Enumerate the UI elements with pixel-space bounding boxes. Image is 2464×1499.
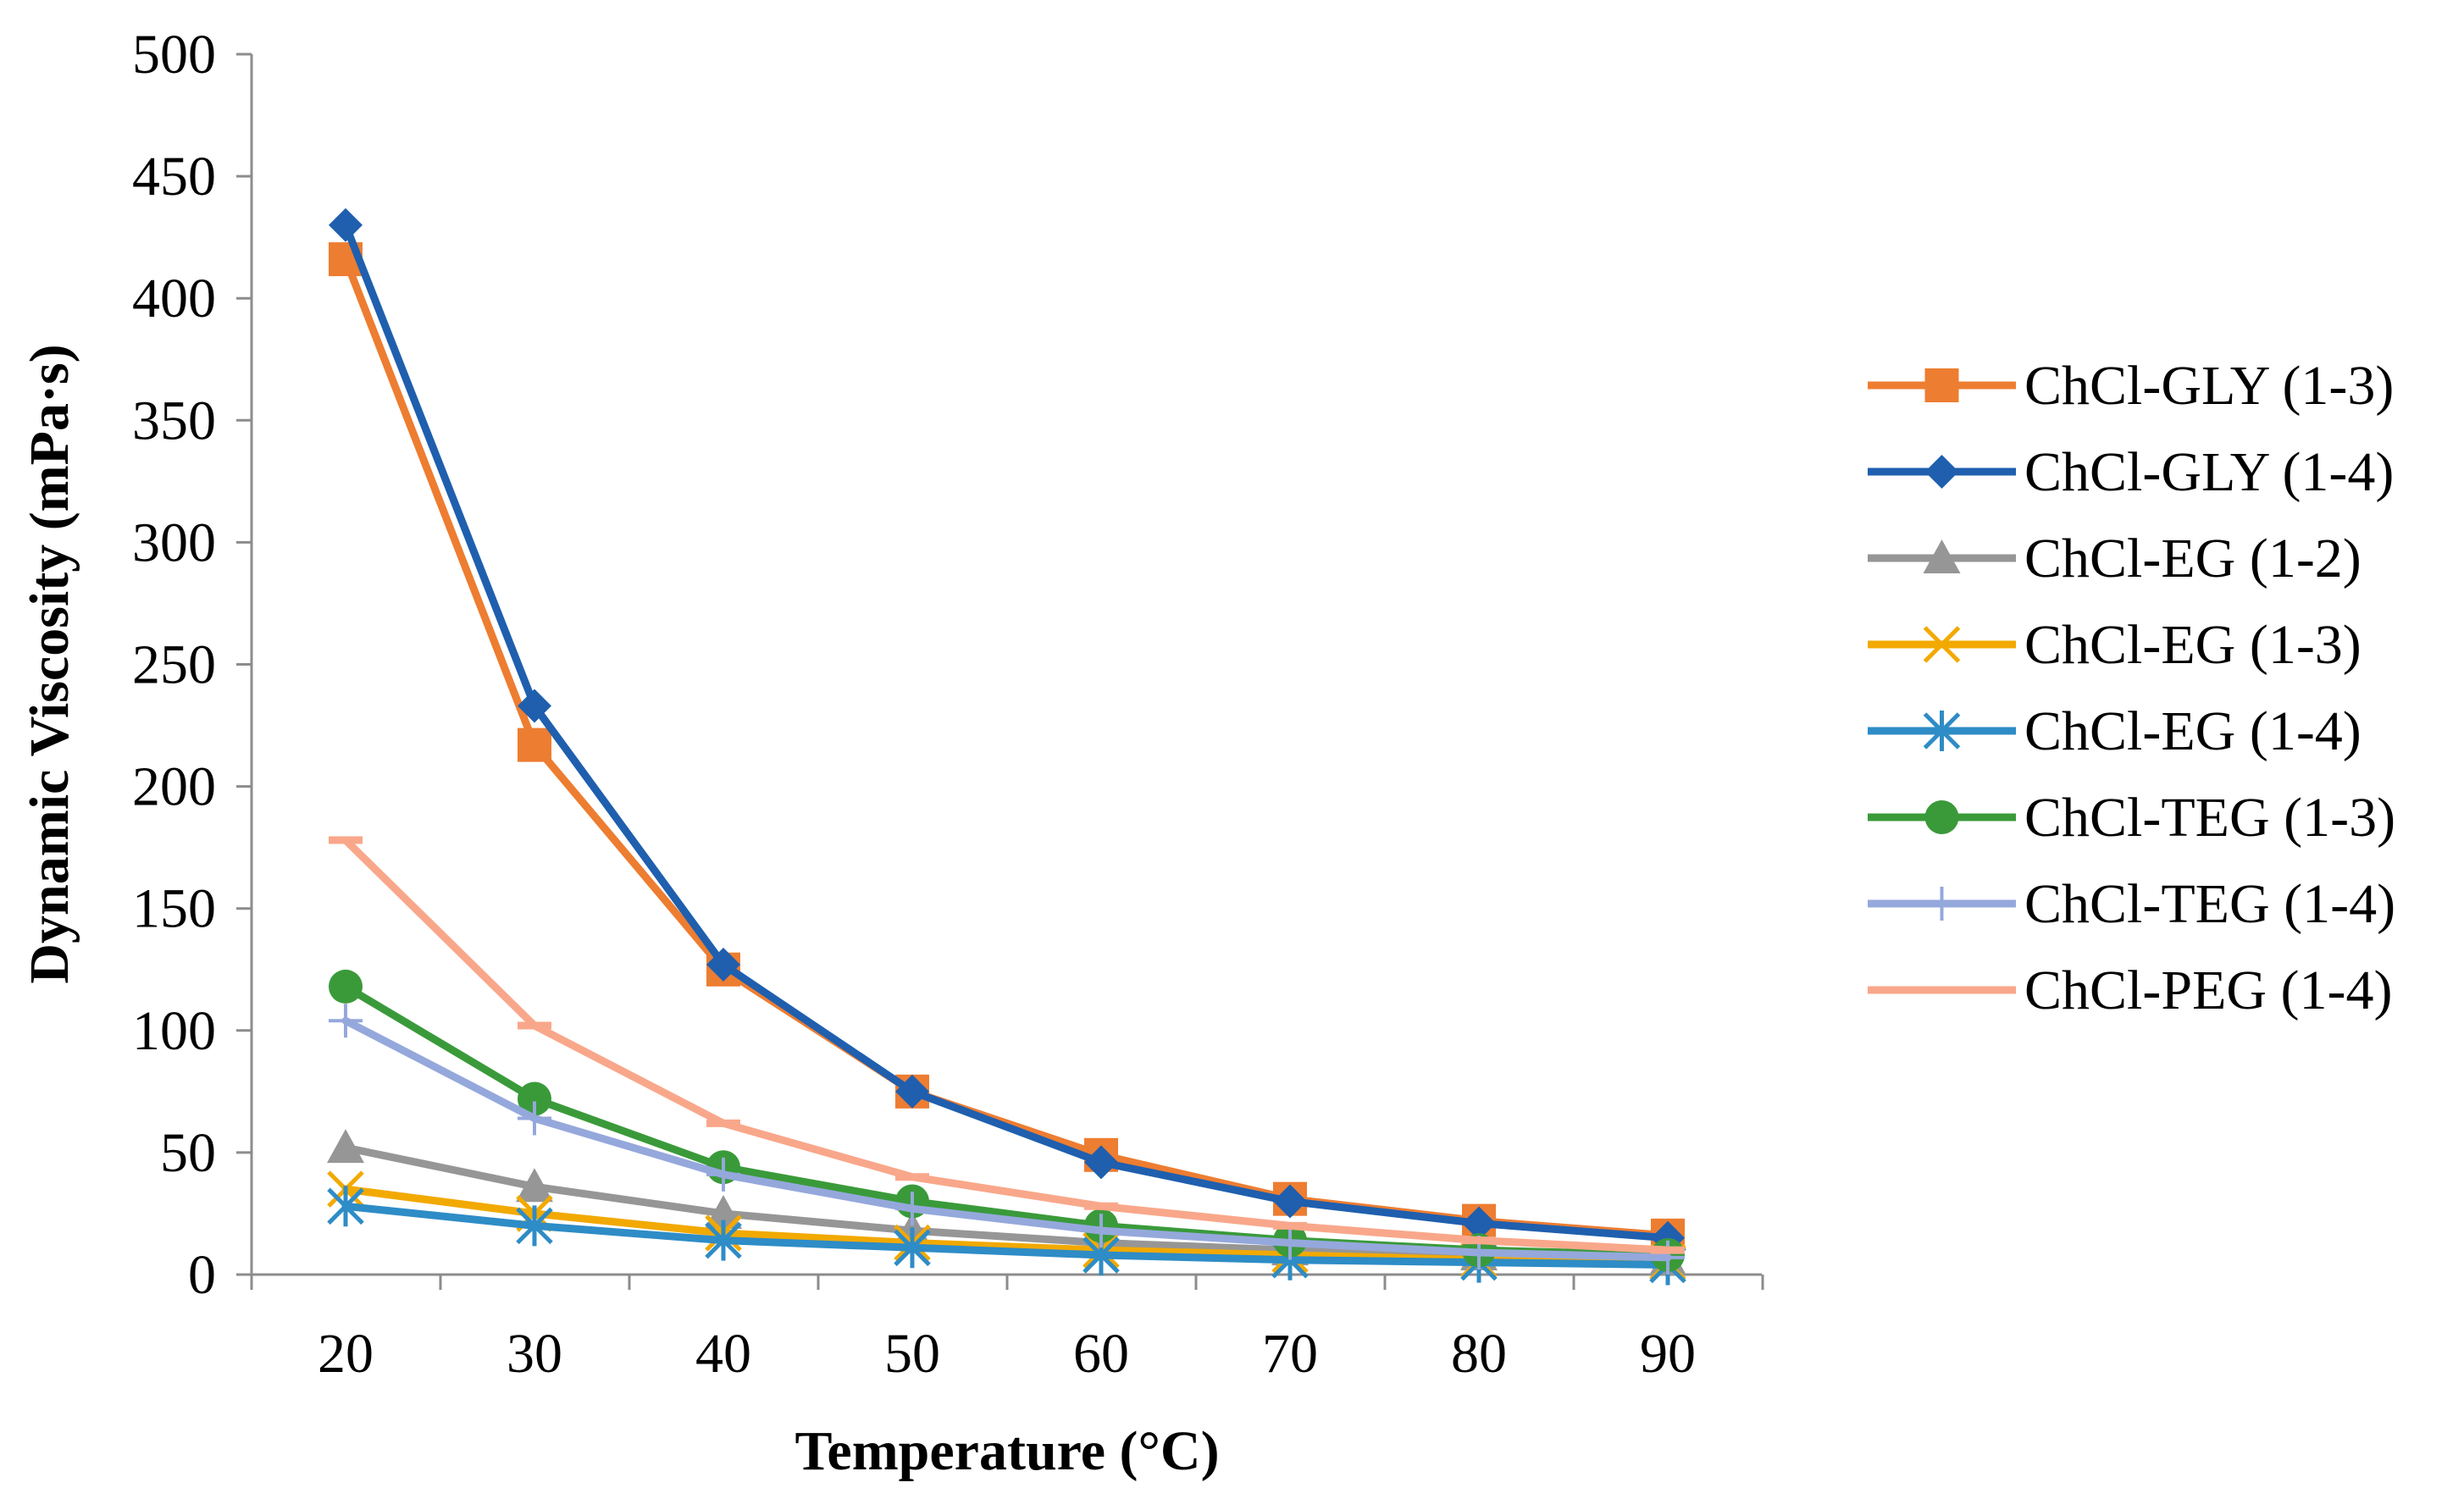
data-point [1273, 1225, 1307, 1260]
series-chcl-gly-1-4 [329, 207, 1685, 1255]
data-point [705, 1220, 742, 1261]
legend-marker [1924, 455, 1959, 489]
data-point [518, 689, 551, 723]
y-tick-label: 400 [132, 268, 216, 329]
y-tick-label: 450 [132, 146, 216, 207]
legend-marker [1924, 887, 1959, 921]
data-point [894, 1227, 931, 1269]
data-point [1084, 1145, 1118, 1180]
series-chcl-teg-1-4 [329, 1004, 1685, 1275]
data-point [895, 1074, 929, 1109]
axes: 0 50 100 150 200 250 300 350 400 450 500 20 30 40 50 60… [132, 24, 1764, 1385]
series-chcl-eg-1-4 [327, 1186, 1686, 1286]
data-point [327, 1186, 364, 1227]
data-point [1462, 1206, 1496, 1241]
data-point [895, 1192, 929, 1226]
legend: ChCl-GLY (1-3) ChCl-GLY (1-4) ChCl-EG (1-2… [1868, 355, 2395, 1021]
y-tick-label: 300 [132, 512, 216, 573]
y-tick-label: 250 [132, 634, 216, 696]
y-tick-label: 500 [132, 24, 216, 86]
legend-marker [1924, 368, 1959, 402]
legend-label: ChCl-EG (1-2) [2024, 528, 2362, 589]
legend-marker [1923, 539, 1961, 573]
data-point [1273, 1184, 1307, 1219]
y-tick-label: 200 [132, 756, 216, 818]
x-tick-label: 60 [1073, 1323, 1129, 1385]
x-tick-label: 90 [1640, 1323, 1696, 1385]
data-point [327, 1129, 364, 1164]
legend-label: ChCl-PEG (1-4) [2024, 960, 2392, 1021]
x-tick-label: 20 [318, 1323, 374, 1385]
x-tick-label: 50 [884, 1323, 940, 1385]
legend-item: ChCl-EG (1-2) [1868, 528, 2362, 589]
series-group [327, 207, 1686, 1286]
data-point [516, 1168, 553, 1203]
y-tick-label: 150 [132, 878, 216, 940]
data-point [516, 1205, 553, 1247]
legend-label: ChCl-EG (1-4) [2024, 700, 2362, 762]
series-line [341, 221, 1672, 1242]
legend-marker [1923, 711, 1961, 751]
data-point [706, 947, 740, 982]
x-tick-label: 70 [1262, 1323, 1318, 1385]
data-point [329, 207, 363, 242]
legend-label: ChCl-GLY (1-3) [2024, 355, 2394, 417]
legend-label: ChCl-EG (1-3) [2024, 614, 2362, 676]
data-point [1084, 1214, 1118, 1248]
series-line [341, 1202, 1672, 1269]
x-tick-label: 30 [507, 1323, 562, 1385]
data-point [518, 1081, 551, 1116]
data-point [706, 1157, 740, 1192]
y-tick-label: 350 [132, 390, 216, 451]
data-point [705, 1194, 742, 1229]
y-tick-label: 50 [160, 1122, 216, 1184]
y-tick-label: 0 [188, 1244, 216, 1306]
series-line [341, 1016, 1672, 1262]
series-chcl-peg-1-4 [329, 836, 1685, 1254]
legend-item: ChCl-EG (1-4) [1868, 700, 2362, 762]
legend-label: ChCl-TEG (1-4) [2024, 873, 2395, 935]
legend-item: ChCl-TEG (1-3) [1868, 787, 2395, 849]
legend-item: ChCl-GLY (1-3) [1868, 355, 2394, 417]
y-axis-title: Dynamic Viscosity (mPa·s) [19, 344, 80, 983]
x-tick-label: 80 [1451, 1323, 1507, 1385]
legend-marker [1924, 800, 1959, 834]
legend-label: ChCl-TEG (1-3) [2024, 787, 2395, 849]
data-point [518, 1101, 551, 1136]
legend-item: ChCl-TEG (1-4) [1868, 873, 2395, 935]
legend-item: ChCl-EG (1-3) [1868, 614, 2362, 676]
legend-item: ChCl-PEG (1-4) [1868, 960, 2392, 1021]
series-line [341, 836, 1672, 1254]
data-point [518, 727, 551, 762]
data-point [1651, 1240, 1685, 1275]
legend-marker [1923, 626, 1961, 663]
x-axis-title: Temperature (°C) [795, 1420, 1219, 1482]
legend-item: ChCl-GLY (1-4) [1868, 441, 2394, 503]
data-point [329, 969, 363, 1004]
y-tick-label: 100 [132, 1000, 216, 1062]
x-tick-label: 40 [695, 1323, 751, 1385]
data-point [329, 1004, 363, 1038]
legend-label: ChCl-GLY (1-4) [2024, 441, 2394, 503]
